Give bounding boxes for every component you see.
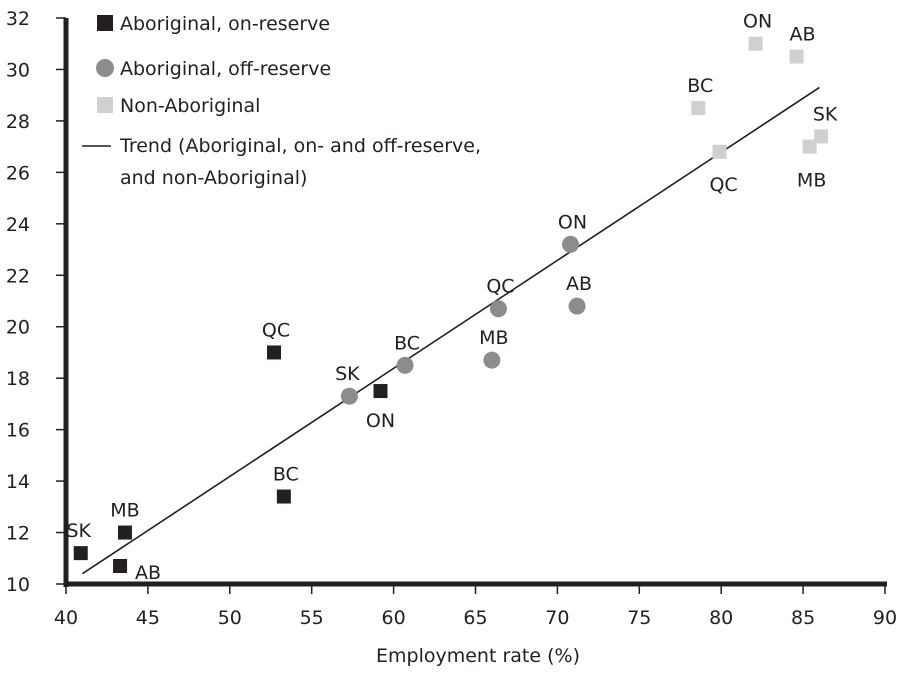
point-label: AB bbox=[566, 273, 592, 295]
point-label: QC bbox=[709, 174, 737, 196]
point-label: BC bbox=[394, 332, 420, 354]
x-tick-label: 45 bbox=[136, 607, 160, 629]
x-tick-label: 75 bbox=[627, 607, 651, 629]
point-marker bbox=[489, 300, 507, 318]
y-tick-label: 26 bbox=[6, 162, 30, 184]
y-tick-label: 24 bbox=[6, 214, 30, 236]
point-marker bbox=[802, 139, 817, 154]
point-label: SK bbox=[813, 103, 838, 125]
y-tick-label: 30 bbox=[6, 59, 30, 81]
point-label: ON bbox=[558, 211, 587, 233]
point-marker bbox=[789, 49, 804, 64]
axes: 40 45 50 55 60 65 70 75 80 85 90 10 12 14 16 18 20 22 24 26… bbox=[6, 8, 897, 629]
point-marker bbox=[483, 351, 501, 369]
x-tick-label: 40 bbox=[54, 607, 78, 629]
y-tick-label: 22 bbox=[6, 265, 30, 287]
legend-marker bbox=[96, 59, 114, 77]
legend-marker bbox=[97, 97, 113, 113]
point-label: MB bbox=[479, 327, 508, 349]
point-label: MB bbox=[110, 500, 139, 522]
x-tick-label: 85 bbox=[791, 607, 815, 629]
y-tick-label: 32 bbox=[6, 8, 30, 30]
point-label: BC bbox=[687, 75, 713, 97]
point-marker bbox=[568, 297, 586, 315]
y-tick-label: 16 bbox=[6, 420, 30, 442]
y-tick-label: 10 bbox=[6, 574, 30, 596]
legend-trend-entry: Trend (Aboriginal, on- and off-reserve, bbox=[119, 135, 481, 157]
trend-line bbox=[81, 86, 820, 575]
point-marker bbox=[396, 356, 414, 374]
y-tick-label: 14 bbox=[6, 471, 30, 493]
x-tick-label: 60 bbox=[382, 607, 406, 629]
point-marker bbox=[691, 101, 706, 116]
point-marker bbox=[340, 387, 358, 405]
data-points: SK MB AB BC QC ON SK BC MB QC AB ON BC QC ON AB MB SK bbox=[66, 11, 837, 584]
point-label: AB bbox=[790, 24, 816, 46]
legend: Aboriginal, on-reserve Aboriginal, off-re… bbox=[82, 13, 481, 189]
legend-entry: Aboriginal, off-reserve bbox=[120, 58, 331, 80]
point-label: SK bbox=[335, 363, 360, 385]
point-label: ON bbox=[366, 410, 395, 432]
trend-group bbox=[81, 86, 820, 575]
point-marker bbox=[73, 546, 88, 561]
point-marker bbox=[276, 489, 291, 504]
legend-trend-entry: and non-Aboriginal) bbox=[120, 167, 307, 189]
y-tick-label: 28 bbox=[6, 111, 30, 133]
x-tick-label: 55 bbox=[300, 607, 324, 629]
point-label: QC bbox=[262, 319, 290, 341]
x-tick-label: 90 bbox=[873, 607, 897, 629]
point-label: SK bbox=[66, 520, 91, 542]
point-marker bbox=[748, 36, 763, 51]
x-tick-label: 65 bbox=[463, 607, 487, 629]
y-tick-label: 20 bbox=[6, 317, 30, 339]
legend-entry: Non-Aboriginal bbox=[120, 95, 260, 117]
legend-marker bbox=[97, 15, 113, 31]
point-label: QC bbox=[486, 276, 514, 298]
y-tick-label: 12 bbox=[6, 523, 30, 545]
point-marker bbox=[117, 525, 132, 540]
point-marker bbox=[562, 235, 580, 253]
x-axis-title: Employment rate (%) bbox=[376, 645, 580, 667]
point-marker bbox=[113, 558, 128, 573]
point-label: BC bbox=[273, 464, 299, 486]
x-tick-label: 80 bbox=[709, 607, 733, 629]
point-marker bbox=[814, 129, 829, 144]
point-marker bbox=[373, 384, 388, 399]
legend-entry: Aboriginal, on-reserve bbox=[120, 13, 330, 35]
x-tick-label: 50 bbox=[218, 607, 242, 629]
y-tick-label: 18 bbox=[6, 368, 30, 390]
x-tick-label: 70 bbox=[545, 607, 569, 629]
point-marker bbox=[267, 345, 282, 360]
point-label: AB bbox=[135, 562, 161, 584]
point-label: MB bbox=[797, 170, 826, 192]
point-label: ON bbox=[743, 11, 772, 33]
point-marker bbox=[712, 144, 727, 159]
